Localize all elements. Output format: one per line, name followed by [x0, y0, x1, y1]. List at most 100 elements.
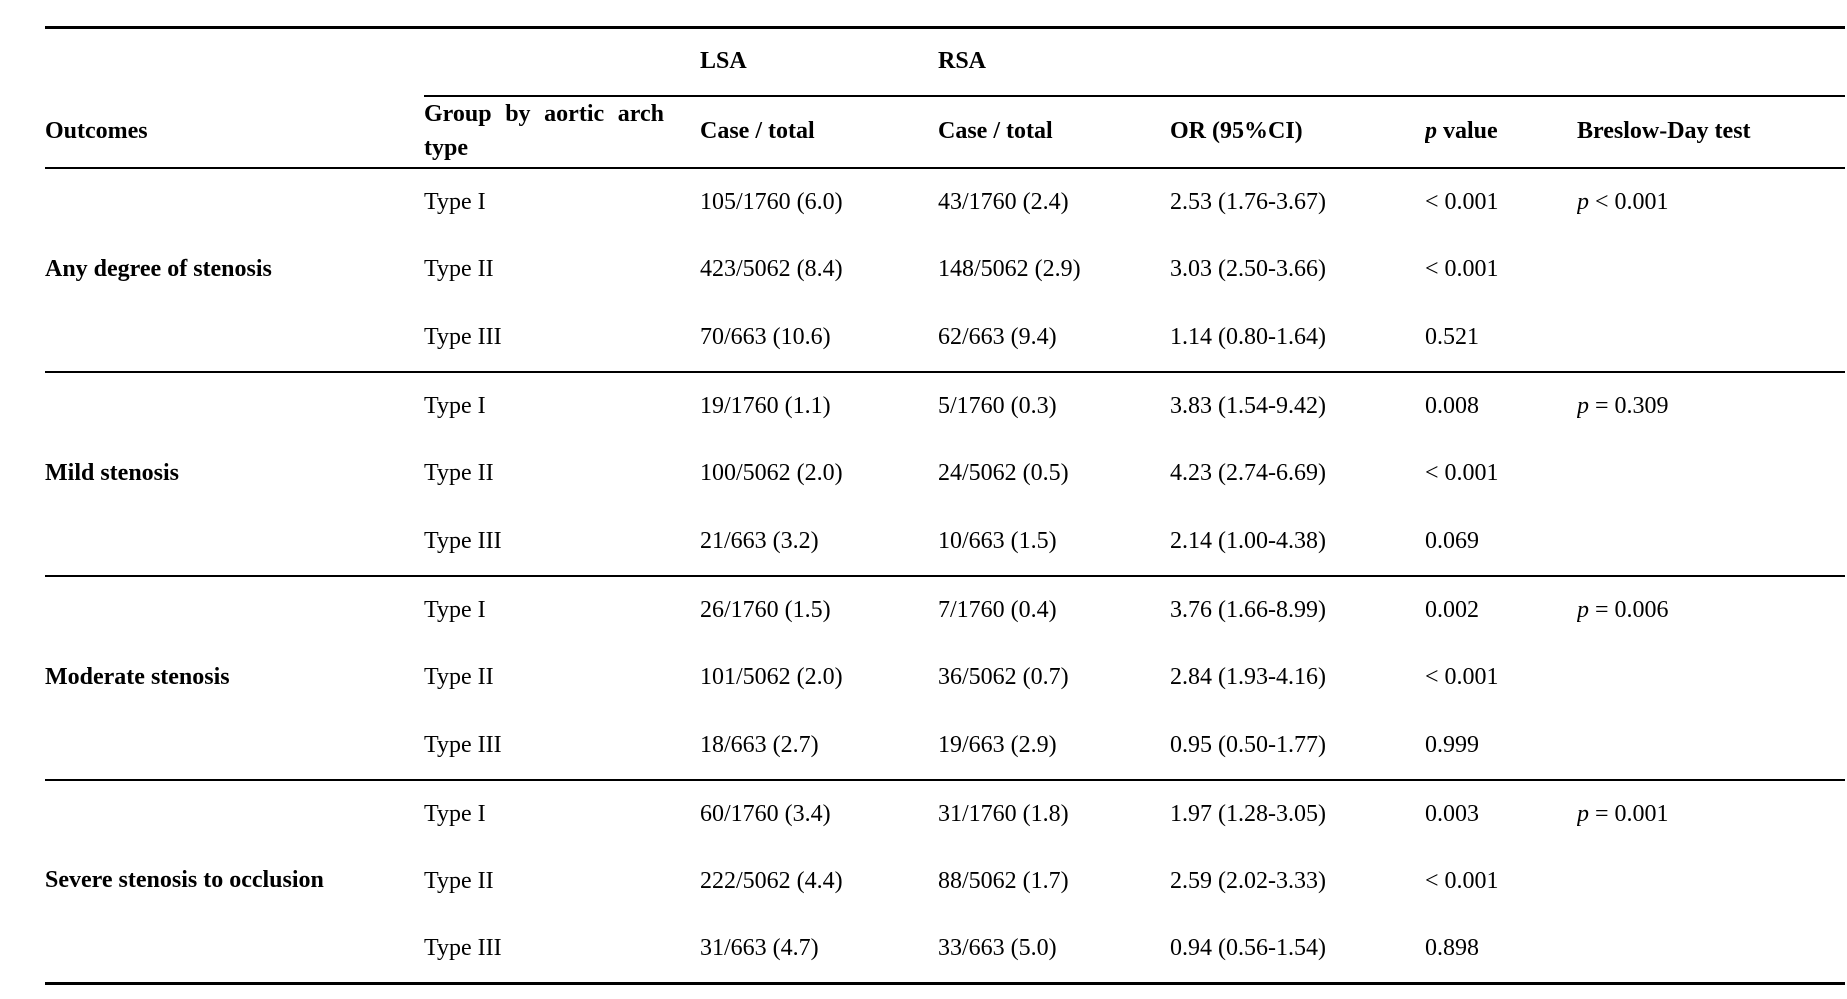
cell-p-value: 0.898	[1425, 935, 1479, 962]
cell-p-value: < 0.001	[1425, 460, 1499, 486]
header-p-value: p value	[1425, 96, 1577, 168]
cell-lsa-case-total: 21/663 (3.2)	[700, 527, 819, 554]
table-row: Type III 21/663 (3.2) 10/663 (1.5) 2.14 …	[45, 508, 1845, 576]
cell-or-ci: 1.14 (0.80-1.64)	[1170, 323, 1326, 350]
cell-or-ci: 0.95 (0.50-1.77)	[1170, 731, 1326, 758]
cell-breslow-p	[1577, 304, 1845, 372]
cell-breslow-p: p = 0.001	[1577, 780, 1845, 848]
p-symbol: p	[1577, 800, 1589, 827]
table-row: Moderate stenosis Type I 26/1760 (1.5) 7…	[45, 576, 1845, 690]
cell-arch-type: Type I	[424, 800, 486, 827]
cell-lsa-case-total: 100/5062 (2.0)	[700, 460, 843, 486]
cell-breslow-p: p < 0.001	[1577, 168, 1845, 236]
table-row: Type III 70/663 (10.6) 62/663 (9.4) 1.14…	[45, 304, 1845, 372]
p-symbol: p	[1577, 188, 1589, 215]
cell-breslow-p: p = 0.006	[1577, 576, 1845, 644]
cell-arch-type: Type I	[424, 392, 486, 419]
cell-arch-type: Type I	[424, 596, 486, 623]
header-spacer	[45, 28, 424, 96]
cell-arch-type: Type III	[424, 731, 502, 758]
cell-breslow-p	[1577, 236, 1845, 304]
cell-rsa-case-total: 88/5062 (1.7)	[938, 868, 1069, 894]
cell-p-value: < 0.001	[1425, 188, 1499, 215]
header-row-columns: Outcomes Group by aortic arch type Case …	[45, 96, 1845, 168]
outcome-cell: Severe stenosis to occlusion	[45, 780, 424, 984]
cell-rsa-case-total: 19/663 (2.9)	[938, 731, 1057, 758]
table-row: Mild stenosis Type I 19/1760 (1.1) 5/176…	[45, 372, 1845, 486]
breslow-value: = 0.006	[1595, 596, 1669, 623]
header-or-ci: OR (95%CI)	[1170, 118, 1303, 144]
cell-rsa-case-total: 33/663 (5.0)	[938, 935, 1057, 962]
cell-breslow-p	[1577, 712, 1845, 780]
outcome-cell: Moderate stenosis	[45, 576, 424, 780]
cell-arch-type: Type III	[424, 527, 502, 554]
cell-breslow-p	[1577, 848, 1845, 916]
cell-lsa-case-total: 70/663 (10.6)	[700, 323, 831, 350]
header-group-label: Group by aortic arch type	[424, 100, 664, 161]
cell-p-value: 0.003	[1425, 800, 1479, 827]
cell-rsa-case-total: 24/5062 (0.5)	[938, 460, 1069, 486]
cell-p-value: < 0.001	[1425, 256, 1499, 282]
cell-arch-type: Type III	[424, 935, 502, 962]
p-symbol: p	[1577, 392, 1589, 419]
cell-lsa-case-total: 31/663 (4.7)	[700, 935, 819, 962]
p-symbol: p	[1577, 596, 1589, 623]
outcomes-by-arch-type-table: LSA RSA Outcomes Group by aortic arch ty…	[45, 26, 1845, 985]
cell-p-value: 0.008	[1425, 392, 1479, 419]
breslow-value: = 0.001	[1595, 800, 1669, 827]
group-mild-stenosis: Mild stenosis Type I 19/1760 (1.1) 5/176…	[45, 372, 1845, 576]
cell-or-ci: 1.97 (1.28-3.05)	[1170, 800, 1326, 827]
table-row: Severe stenosis to occlusion Type I 60/1…	[45, 780, 1845, 894]
outcome-label: Mild stenosis	[45, 459, 180, 486]
table-row: Type III 31/663 (4.7) 33/663 (5.0) 0.94 …	[45, 916, 1845, 984]
cell-lsa-case-total: 105/1760 (6.0)	[700, 188, 843, 215]
outcome-label: Any degree of stenosis	[45, 255, 272, 282]
cell-rsa-case-total: 62/663 (9.4)	[938, 323, 1057, 350]
table-row: Type II 423/5062 (8.4) 148/5062 (2.9) 3.…	[45, 236, 1845, 304]
header-breslow-day: Breslow-Day test	[1577, 118, 1751, 144]
cell-arch-type: Type II	[424, 868, 494, 894]
header-spacer	[1577, 27, 1845, 97]
cell-lsa-case-total: 19/1760 (1.1)	[700, 392, 831, 419]
table-row: Type II 100/5062 (2.0) 24/5062 (0.5) 4.2…	[45, 440, 1845, 508]
cell-breslow-p	[1577, 916, 1845, 984]
header-row-sides: LSA RSA	[45, 27, 1845, 97]
cell-lsa-case-total: 101/5062 (2.0)	[700, 664, 843, 690]
cell-p-value: 0.002	[1425, 596, 1479, 623]
header-spacer	[1170, 27, 1425, 97]
cell-lsa-case-total: 423/5062 (8.4)	[700, 256, 843, 282]
breslow-value: = 0.309	[1595, 392, 1669, 419]
group-moderate-stenosis: Moderate stenosis Type I 26/1760 (1.5) 7…	[45, 576, 1845, 780]
cell-or-ci: 0.94 (0.56-1.54)	[1170, 935, 1326, 962]
cell-arch-type: Type II	[424, 256, 494, 282]
cell-arch-type: Type II	[424, 664, 494, 690]
cell-arch-type: Type I	[424, 188, 486, 215]
cell-p-value: 0.521	[1425, 323, 1479, 350]
table-row: Any degree of stenosis Type I 105/1760 (…	[45, 168, 1845, 282]
cell-rsa-case-total: 31/1760 (1.8)	[938, 800, 1069, 827]
table-row: Type III 18/663 (2.7) 19/663 (2.9) 0.95 …	[45, 712, 1845, 780]
cell-breslow-p	[1577, 440, 1845, 508]
cell-rsa-case-total: 148/5062 (2.9)	[938, 256, 1081, 282]
header-spacer	[424, 27, 700, 97]
cell-p-value: < 0.001	[1425, 664, 1499, 690]
table-row: Type II 222/5062 (4.4) 88/5062 (1.7) 2.5…	[45, 848, 1845, 916]
table-row: Type II 101/5062 (2.0) 36/5062 (0.7) 2.8…	[45, 644, 1845, 712]
outcome-label: Moderate stenosis	[45, 663, 230, 690]
cell-p-value: 0.069	[1425, 527, 1479, 554]
header-lsa: LSA	[700, 27, 938, 97]
header-outcomes: Outcomes	[45, 117, 148, 144]
cell-breslow-p	[1577, 508, 1845, 576]
cell-or-ci: 3.76 (1.66-8.99)	[1170, 596, 1326, 623]
cell-p-value: < 0.001	[1425, 868, 1499, 894]
cell-arch-type: Type II	[424, 460, 494, 486]
cell-rsa-case-total: 5/1760 (0.3)	[938, 392, 1057, 419]
cell-or-ci: 4.23 (2.74-6.69)	[1170, 460, 1326, 486]
group-severe-stenosis-to-occlusion: Severe stenosis to occlusion Type I 60/1…	[45, 780, 1845, 984]
cell-lsa-case-total: 18/663 (2.7)	[700, 731, 819, 758]
header-group-by-arch-type: Group by aortic arch type	[424, 96, 700, 168]
cell-rsa-case-total: 7/1760 (0.4)	[938, 596, 1057, 623]
cell-lsa-case-total: 60/1760 (3.4)	[700, 800, 831, 827]
cell-rsa-case-total: 43/1760 (2.4)	[938, 188, 1069, 215]
cell-lsa-case-total: 222/5062 (4.4)	[700, 868, 843, 894]
